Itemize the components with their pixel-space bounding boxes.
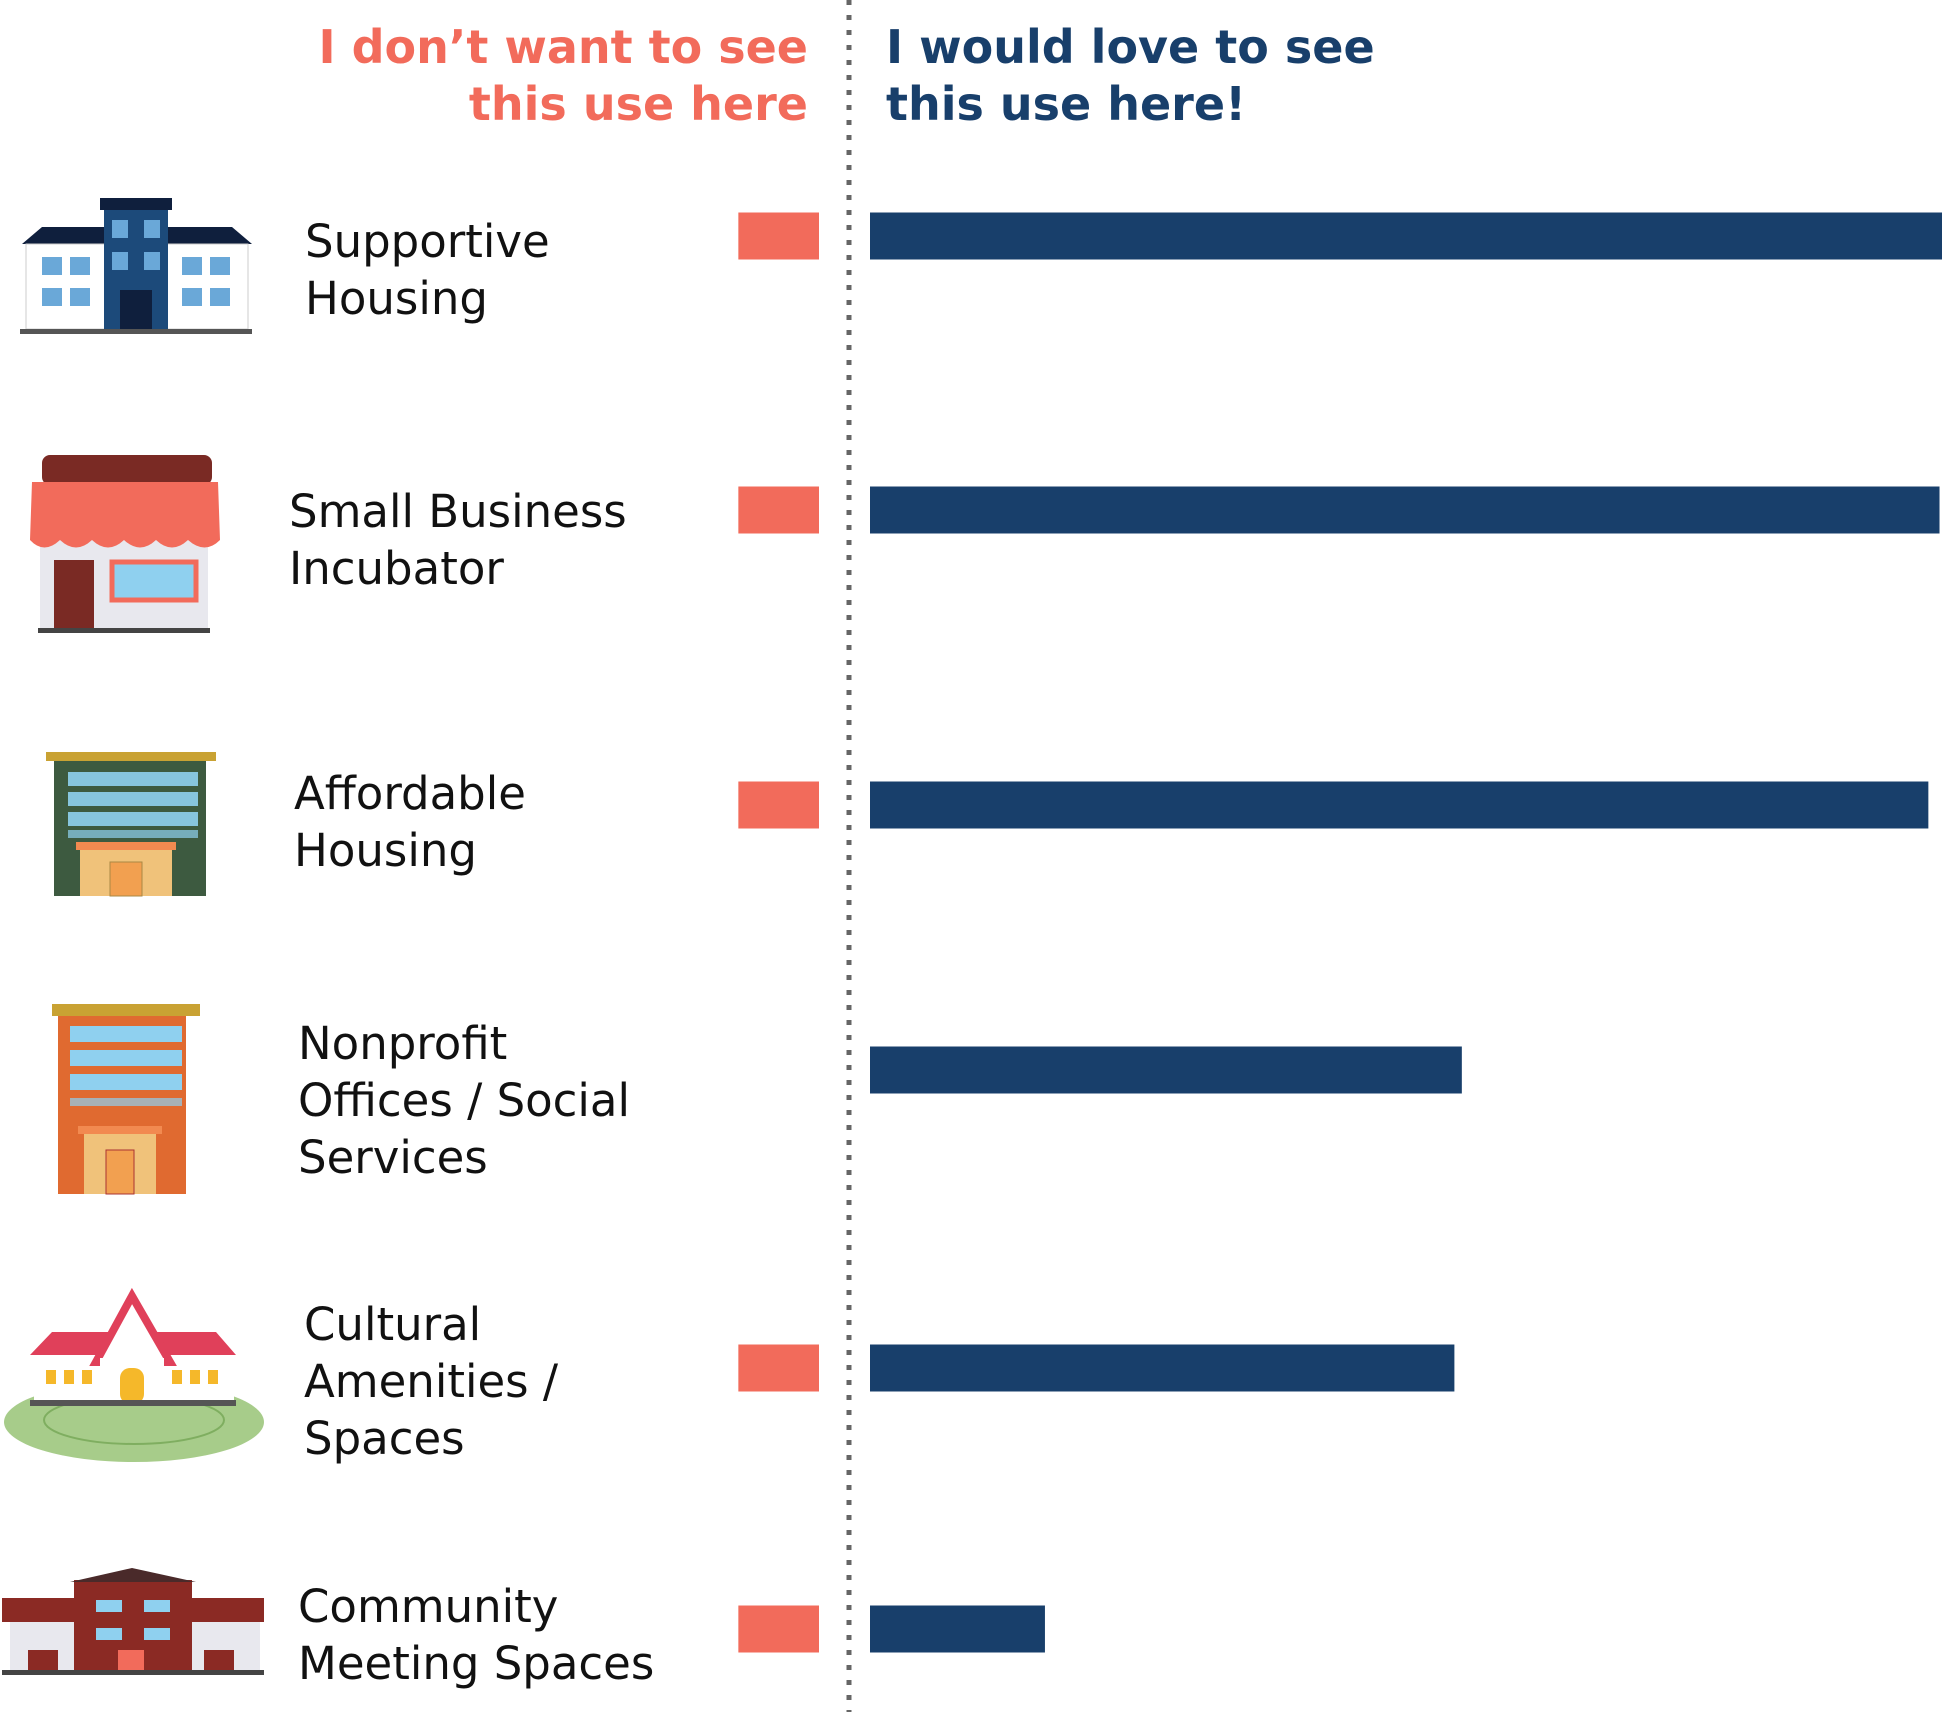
legend-line: this use here (469, 77, 808, 131)
category-line: Nonprofit (298, 1017, 507, 1070)
category-line: Offices / Social (298, 1074, 630, 1127)
legend-entry: I don’t want to see this use here (318, 20, 808, 131)
category-label: Supportive Housing (305, 215, 550, 325)
bar (870, 1605, 1045, 1653)
icon-nonprofit-offices (52, 1004, 200, 1195)
icon-cultural-amenities (4, 1287, 264, 1462)
legend-line: this use here! (886, 77, 1246, 131)
bar (870, 781, 1929, 829)
icon-supportive-housing (20, 198, 252, 334)
category-line: Spaces (304, 1412, 465, 1465)
category-line: Small Business (289, 485, 627, 538)
category-line: Amenities / (304, 1355, 559, 1408)
bar (738, 486, 819, 534)
category-label: Community Meeting Spaces (298, 1580, 654, 1690)
bar (870, 212, 1942, 260)
category-line: Housing (294, 824, 477, 877)
bar (738, 1605, 819, 1653)
category-line: Community (298, 1580, 558, 1633)
icon-small-business (30, 455, 220, 633)
category-line: Meeting Spaces (298, 1637, 654, 1690)
legend-entry: I would love to see this use here! (886, 20, 1375, 131)
legend-line: I don’t want to see (318, 20, 808, 74)
bar (870, 486, 1940, 534)
category-line: Housing (305, 272, 488, 325)
icon-affordable-housing (46, 752, 216, 897)
bar (738, 212, 819, 260)
category-line: Supportive (305, 215, 550, 268)
bar (738, 1344, 819, 1392)
category-label: Small Business Incubator (289, 485, 627, 595)
category-line: Affordable (294, 767, 526, 820)
icon-community-meeting (2, 1568, 264, 1675)
category-label: Cultural Amenities / Spaces (304, 1298, 559, 1465)
category-label: Nonprofit Offices / Social Services (298, 1017, 630, 1184)
category-line: Services (298, 1131, 488, 1184)
category-line: Incubator (289, 542, 504, 595)
bar (870, 1046, 1462, 1094)
category-label: Affordable Housing (294, 767, 526, 877)
bar (738, 781, 819, 829)
category-line: Cultural (304, 1298, 481, 1351)
legend-line: I would love to see (886, 20, 1375, 74)
bar (870, 1344, 1455, 1392)
